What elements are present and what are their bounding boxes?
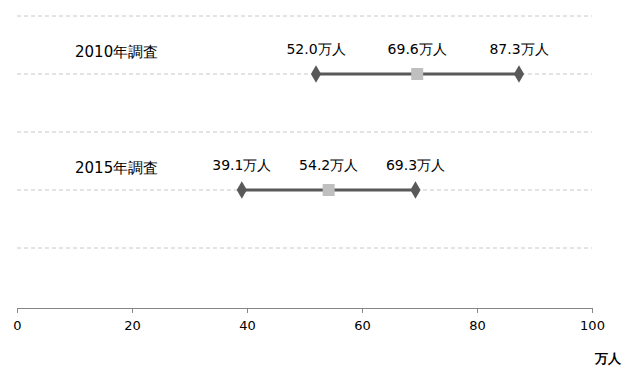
x-axis-line xyxy=(18,308,593,309)
x-tick-label: 60 xyxy=(354,318,371,333)
marker xyxy=(514,65,524,83)
x-tick-mark xyxy=(362,308,363,313)
x-tick-mark xyxy=(17,308,18,313)
data-label: 52.0万人 xyxy=(286,41,345,57)
grid xyxy=(17,16,592,248)
category-label: 2015年調査 xyxy=(75,159,158,177)
grid-line xyxy=(17,190,592,191)
data-label: 69.3万人 xyxy=(386,157,445,173)
data-labels: 52.0万人 39.1万人 69.6万人 54.2万人 87.3万人 69.3万人 xyxy=(212,41,548,173)
grid-line xyxy=(17,16,592,17)
x-axis: 0 20 40 60 80 100 xyxy=(13,308,605,333)
marker xyxy=(410,181,420,199)
grid-line xyxy=(17,132,592,133)
x-tick-mark xyxy=(132,308,133,313)
x-tick: 80 xyxy=(469,308,486,333)
data-label: 87.3万人 xyxy=(489,41,548,57)
marker xyxy=(311,65,321,83)
data-label: 54.2万人 xyxy=(299,157,358,173)
x-tick-mark xyxy=(477,308,478,313)
x-tick-label: 80 xyxy=(469,318,486,333)
x-tick: 60 xyxy=(354,308,371,333)
data-label: 69.6万人 xyxy=(388,41,447,57)
x-tick: 20 xyxy=(124,308,141,333)
plot-area xyxy=(237,65,524,199)
x-tick: 100 xyxy=(580,308,605,333)
category-labels: 2010年調査 2015年調査 xyxy=(75,43,158,177)
x-tick-mark xyxy=(247,308,248,313)
grid-line xyxy=(17,74,592,75)
x-tick: 0 xyxy=(13,308,21,333)
x-tick-label: 0 xyxy=(13,318,21,333)
x-tick: 40 xyxy=(239,308,256,333)
category-label: 2010年調査 xyxy=(75,43,158,61)
x-axis-title: 万人 xyxy=(594,351,622,366)
x-tick-mark xyxy=(592,308,593,313)
data-label: 39.1万人 xyxy=(212,157,271,173)
marker xyxy=(411,68,423,80)
marker xyxy=(323,184,335,196)
x-tick-label: 20 xyxy=(124,318,141,333)
grid-line xyxy=(17,248,592,249)
chart: 0 20 40 60 80 100 万人 2010年調査 2015年調査 52.0万人 39.1万人… xyxy=(0,0,640,390)
x-tick-label: 100 xyxy=(580,318,605,333)
x-tick-label: 40 xyxy=(239,318,256,333)
marker xyxy=(237,181,247,199)
